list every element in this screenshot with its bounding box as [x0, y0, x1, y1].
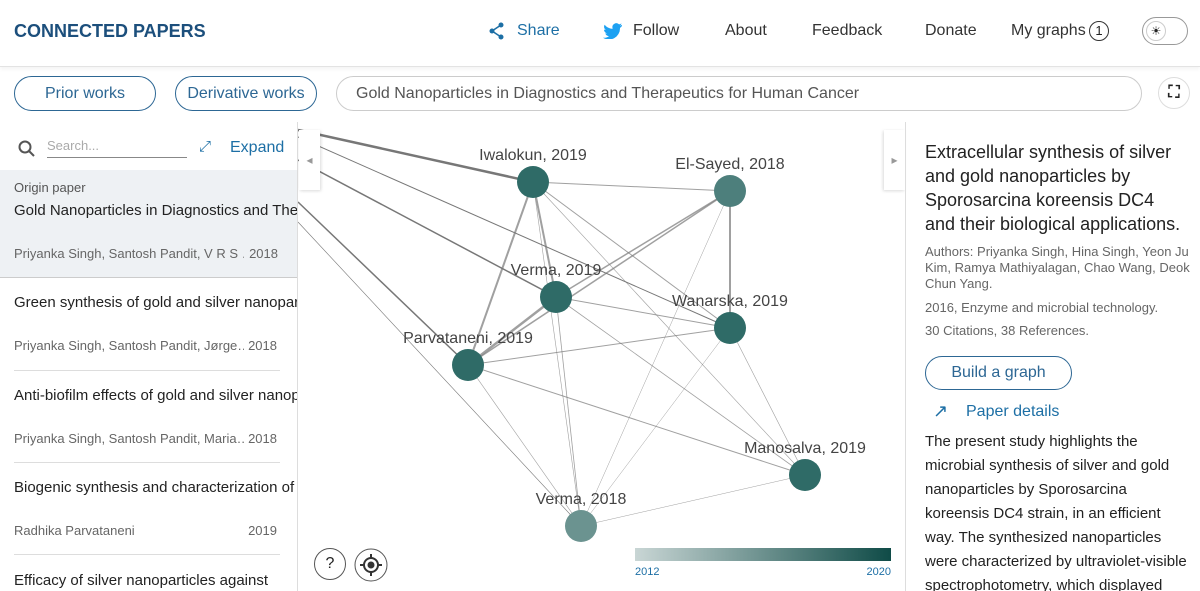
edge [729, 327, 806, 476]
node-label: Parvataneni, 2019 [403, 330, 533, 347]
edge [532, 181, 582, 527]
edge [532, 181, 731, 329]
details-venue: 2016, Enzyme and microbial technology. [925, 300, 1159, 315]
edge [532, 181, 731, 192]
separator [14, 462, 280, 463]
paper-year: 2019 [248, 523, 277, 538]
my-graphs[interactable]: My graphs [1011, 22, 1086, 39]
node[interactable] [452, 349, 484, 381]
paper-title[interactable]: Green synthesis of gold and silver nanop… [14, 294, 297, 311]
node-label: Verma, 2018 [536, 491, 627, 508]
edge [555, 296, 731, 329]
node[interactable] [517, 166, 549, 198]
follow[interactable]: Follow [633, 22, 680, 39]
paper-year: 2018 [248, 431, 277, 446]
paper-details-link[interactable]: Paper details [966, 403, 1060, 420]
edge [580, 474, 806, 527]
separator [14, 370, 280, 371]
details-authors: Authors: Priyanka Singh, Hina Singh, Yeo… [925, 244, 1190, 291]
edge [580, 327, 731, 527]
edge [555, 296, 806, 476]
node[interactable] [714, 312, 746, 344]
external-icon: ↗ [933, 401, 949, 421]
sidebar: Search... ⤢ Expand Origin paper Gold Nan… [0, 122, 298, 591]
paper-authors: Priyanka Singh, Santosh Pandit, V R S … [14, 246, 244, 261]
separator [14, 554, 280, 555]
locate-button[interactable] [354, 548, 388, 582]
paper-year: 2018 [248, 338, 277, 353]
legend-min: 2012 [635, 566, 659, 578]
paper-year: 2018 [249, 246, 278, 261]
edge [467, 364, 582, 527]
expand[interactable]: Expand [230, 139, 285, 156]
brand[interactable]: CONNECTED PAPERS [14, 21, 206, 41]
edge [467, 296, 557, 366]
edge [298, 136, 731, 329]
paper-title[interactable]: Anti-biofilm effects of gold and silver … [14, 387, 297, 404]
origin-label: Origin paper [14, 180, 86, 195]
edge [532, 181, 557, 298]
expand-icon: ⤢ [199, 138, 212, 155]
edge [298, 221, 582, 527]
paper-authors: Radhika Parvataneni [14, 523, 135, 538]
search-icon [18, 140, 35, 157]
graph: Iwalokun, 2019 El-Sayed, 2018 Verma, 2019 W… [298, 128, 891, 578]
share-icon [489, 22, 504, 40]
build-graph-button[interactable]: Build a graph [925, 356, 1072, 390]
details-panel: Extracellular synthesis of silver and go… [905, 122, 1200, 591]
edge [467, 327, 731, 366]
edge [580, 190, 731, 527]
node[interactable] [789, 459, 821, 491]
node[interactable] [565, 510, 597, 542]
theme-toggle[interactable]: ☀ [1142, 17, 1188, 45]
paper-authors: Priyanka Singh, Santosh Pandit, Maria… [14, 431, 244, 446]
prior-works-button[interactable]: Prior works [14, 76, 156, 111]
feedback[interactable]: Feedback [812, 22, 883, 39]
paper-authors: Priyanka Singh, Santosh Pandit, Jørge… [14, 338, 244, 353]
legend-max: 2020 [867, 566, 891, 578]
paper-title[interactable]: Biogenic synthesis and characterization … [14, 479, 297, 496]
edge [298, 159, 557, 298]
node[interactable] [714, 175, 746, 207]
graph-count: 1 [1089, 21, 1109, 41]
edge [555, 190, 731, 298]
node-label: El-Sayed, 2018 [675, 156, 785, 173]
fullscreen-button[interactable]: ⛶ [1158, 77, 1190, 109]
header [0, 0, 1200, 67]
node-label: Iwalokun, 2019 [479, 147, 587, 164]
edge [467, 181, 534, 366]
node-label: Manosalva, 2019 [744, 440, 866, 457]
share[interactable]: Share [517, 22, 560, 39]
about[interactable]: About [725, 22, 767, 39]
node-label: Verma, 2019 [511, 262, 602, 279]
details-title: Extracellular synthesis of silver and go… [925, 142, 1181, 234]
twitter-icon [603, 23, 622, 39]
collapse-right[interactable]: ▸ [884, 130, 905, 190]
collapse-left[interactable]: ◂ [299, 130, 320, 190]
sidebar-search[interactable]: Search... [47, 138, 187, 158]
node-label: Wanarska, 2019 [672, 293, 788, 310]
legend-bar [635, 548, 891, 561]
paper-title: Gold Nanoparticles in Diagnostics and Th… [14, 202, 298, 219]
origin-paper[interactable]: Origin paper Gold Nanoparticles in Diagn… [0, 170, 298, 278]
donate[interactable]: Donate [925, 22, 977, 39]
details-counts: 30 Citations, 38 References. [925, 323, 1090, 338]
search-field[interactable]: Gold Nanoparticles in Diagnostics and Th… [336, 76, 1142, 111]
details-abstract: The present study highlights the microbi… [925, 433, 1187, 591]
node[interactable] [540, 281, 572, 313]
edge [555, 296, 582, 527]
derivative-works-button[interactable]: Derivative works [175, 76, 317, 111]
edge [467, 364, 806, 476]
help-button[interactable]: ? [314, 548, 346, 580]
edge [298, 128, 534, 184]
edge [467, 190, 731, 366]
edge [298, 201, 469, 366]
paper-title[interactable]: Efficacy of silver nanoparticles against [14, 572, 269, 589]
